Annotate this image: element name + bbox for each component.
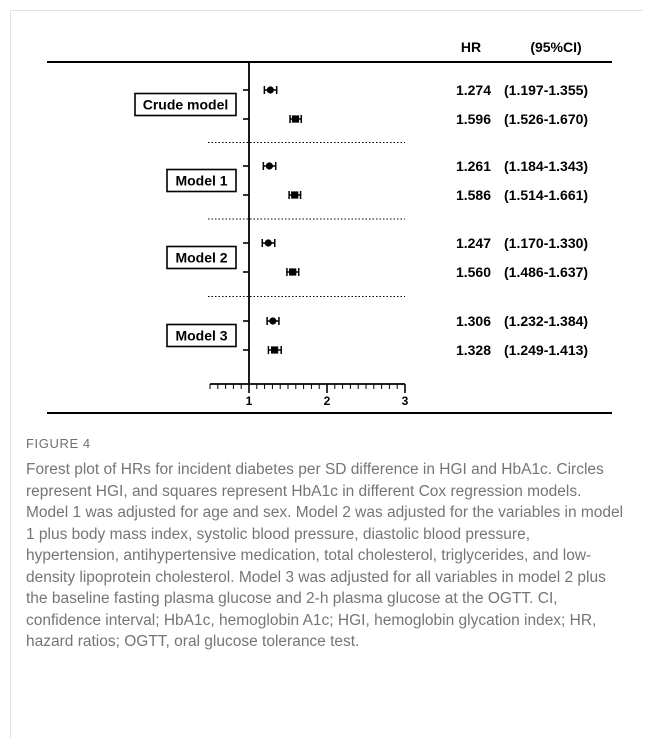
hr-point-square (291, 115, 300, 123)
group-label-box (166, 168, 237, 193)
figure-frame (10, 10, 643, 738)
figure-label: FIGURE 4 (26, 436, 91, 451)
hr-point-circle (264, 239, 272, 247)
hr-point-circle (266, 86, 274, 94)
figure-caption-text: Forest plot of HRs for incident diabetes… (26, 461, 624, 650)
hr-value: 1.306 (456, 313, 491, 329)
ci-value: (1.232-1.384) (504, 313, 588, 329)
ci-value: (1.486-1.637) (504, 264, 588, 280)
forest-plot: HR (95%CI) 1 2 3 Crude model 1.274 (1.197-1.… (47, 39, 612, 414)
group-label: Model 2 (175, 250, 227, 266)
group-label-box (166, 245, 237, 270)
hr-point-square (289, 268, 297, 276)
hr-value: 1.247 (456, 235, 491, 251)
hr-value: 1.328 (456, 342, 491, 358)
hr-value: 1.560 (456, 264, 491, 280)
group-label: Model 3 (175, 328, 227, 344)
group-label: Model 1 (175, 173, 227, 189)
hr-value: 1.586 (456, 187, 491, 203)
x-axis: 1 2 3 (209, 383, 409, 408)
hr-value: 1.274 (456, 82, 491, 98)
x-tick-label: 2 (324, 394, 331, 408)
x-tick-label: 3 (402, 394, 409, 408)
ci-value: (1.514-1.661) (504, 187, 588, 203)
ci-column-header: (95%CI) (530, 39, 581, 55)
x-tick-label: 1 (246, 394, 253, 408)
hr-column-header: HR (461, 39, 481, 55)
hr-value: 1.596 (456, 111, 491, 127)
hr-point-circle (265, 162, 273, 170)
ci-value: (1.184-1.343) (504, 158, 588, 174)
hr-point-circle (269, 317, 277, 325)
group-label: Crude model (143, 97, 229, 113)
group-label-box (166, 323, 237, 348)
group-label-box (134, 92, 237, 117)
ci-value: (1.170-1.330) (504, 235, 588, 251)
ci-value: (1.249-1.413) (504, 342, 588, 358)
hr-point-square (270, 346, 279, 354)
plot-content: Crude model 1.274 (1.197-1.355) 1.596 (1.526… (134, 82, 588, 358)
figure-caption: FIGURE 4 Forest plot of HRs for incident… (26, 436, 626, 653)
ci-value: (1.197-1.355) (504, 82, 588, 98)
hr-value: 1.261 (456, 158, 491, 174)
ci-value: (1.526-1.670) (504, 111, 588, 127)
hr-point-square (291, 191, 299, 199)
